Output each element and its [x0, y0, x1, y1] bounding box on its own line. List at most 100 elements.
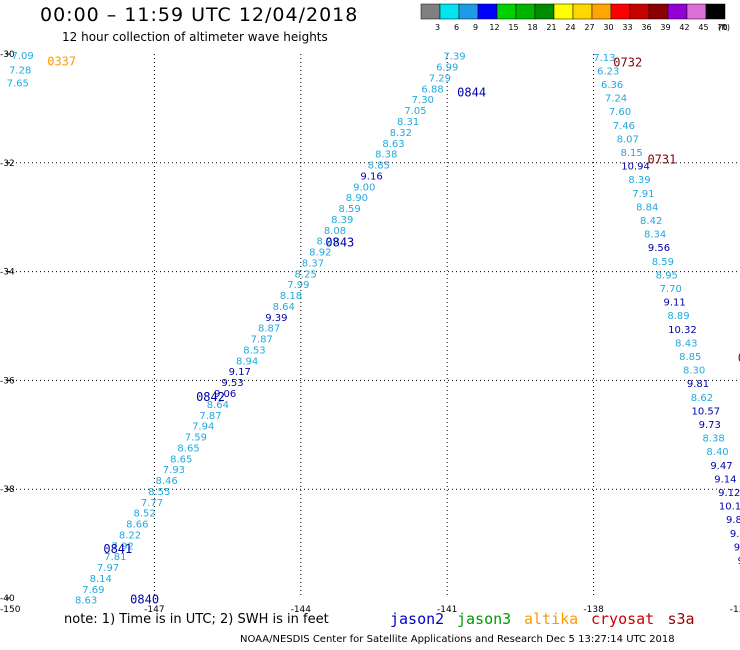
- swh-value-label: 9.80: [730, 529, 740, 540]
- legend-swatch: [591, 3, 612, 20]
- swh-value-label: 7.29: [429, 73, 451, 84]
- legend-swatch: [648, 3, 669, 20]
- legend-swatch: [477, 3, 498, 20]
- swh-value-label: 9.00: [353, 182, 375, 193]
- x-tick-label: -141: [437, 605, 457, 615]
- swh-value-label: 7.13: [593, 53, 615, 64]
- legend-tick-label: 9: [473, 23, 478, 32]
- legend-swatch: [515, 3, 536, 20]
- satellite-legend-s3a: s3a: [668, 610, 695, 628]
- swh-value-label: 9.16: [360, 171, 382, 182]
- footnote: note: 1) Time is in UTC; 2) SWH is in fe…: [64, 612, 329, 627]
- y-tick-label: -36: [0, 376, 15, 386]
- legend-swatch: [420, 3, 441, 20]
- swh-value-label: 8.85: [368, 161, 390, 172]
- swh-value-label: 7.77: [141, 498, 163, 509]
- swh-value-label: 7.24: [605, 94, 627, 105]
- x-corner-label: -150: [0, 605, 21, 615]
- swh-value-label: 8.55: [148, 487, 170, 498]
- pass-time-label: 0841: [103, 542, 132, 556]
- swh-value-label: 7.09: [12, 51, 34, 62]
- swh-value-label: 9.56: [648, 243, 670, 254]
- swh-value-label: 7.30: [412, 95, 434, 106]
- legend-tick-label: 6: [454, 23, 459, 32]
- swh-value-label: 8.30: [683, 366, 705, 377]
- swh-value-label: 9.73: [699, 420, 721, 431]
- swh-value-label: 8.18: [280, 291, 302, 302]
- legend-tick-label: 36: [641, 23, 651, 32]
- legend-swatch: [705, 3, 726, 20]
- swh-value-label: 8.40: [706, 447, 728, 458]
- swh-value-label: 9.60: [738, 556, 740, 567]
- x-tick-label: -138: [583, 605, 604, 615]
- legend-swatch: [667, 3, 688, 20]
- legend-tick-label: 42: [679, 23, 689, 32]
- swh-value-label: 10.94: [621, 162, 650, 173]
- swh-value-label: 9.17: [229, 367, 251, 378]
- swh-value-label: 8.34: [644, 230, 666, 241]
- legend-tick-label: 33: [622, 23, 632, 32]
- swh-value-label: 7.92: [112, 541, 134, 552]
- swh-value-label: 8.89: [667, 311, 689, 322]
- pass-time-label: 0732: [613, 56, 642, 70]
- legend-tick-label: 27: [584, 23, 594, 32]
- swh-value-label: 8.38: [375, 150, 397, 161]
- legend-unit-label: (ft): [718, 23, 730, 32]
- swh-value-label: 8.84: [636, 202, 658, 213]
- swh-value-label: 8.65: [170, 454, 192, 465]
- swh-value-label: 9.39: [265, 313, 287, 324]
- swh-value-label: 8.15: [621, 148, 643, 159]
- swh-value-label: 8.63: [75, 596, 97, 607]
- swh-value-label: 9.06: [214, 389, 236, 400]
- legend-swatch: [496, 3, 517, 20]
- swh-value-label: 8.39: [331, 215, 353, 226]
- pass-time-label: 0840: [130, 593, 159, 607]
- swh-value-label: 8.62: [691, 393, 713, 404]
- legend-tick-label: 70: [717, 23, 727, 32]
- swh-value-label: 7.05: [404, 106, 426, 117]
- pass-time-label: 0731: [647, 152, 676, 166]
- swh-value-label: 8.25: [295, 269, 317, 280]
- legend-swatch: [610, 3, 631, 20]
- swh-value-label: 7.46: [613, 121, 635, 132]
- legend-tick-label: 18: [527, 23, 537, 32]
- swh-value-label: 9.14: [714, 474, 736, 485]
- swh-value-label: 7.87: [251, 335, 273, 346]
- x-tick-label: -147: [144, 605, 164, 615]
- swh-value-label: 8.29: [317, 237, 339, 248]
- legend-swatch: [439, 3, 460, 20]
- swh-value-label: 8.64: [273, 302, 295, 313]
- swh-value-label: 6.88: [421, 84, 443, 95]
- page-subtitle: 12 hour collection of altimeter wave hei…: [62, 30, 328, 44]
- pass-time-label: 0842: [196, 390, 225, 404]
- swh-value-label: 9.47: [710, 461, 732, 472]
- swh-value-label: 6.36: [601, 80, 623, 91]
- y-tick-label: -38: [0, 485, 15, 495]
- swh-value-label: 7.81: [104, 552, 126, 563]
- x-tick-label: -135: [730, 605, 740, 615]
- swh-value-label: 7.91: [632, 189, 654, 200]
- y-tick-label: -32: [0, 159, 15, 169]
- swh-value-label: 7.93: [163, 465, 185, 476]
- swh-value-label: 7.60: [609, 107, 631, 118]
- legend-tick-label: 45: [698, 23, 708, 32]
- swh-value-label: 6.99: [436, 63, 458, 74]
- swh-value-label: 9.56: [734, 542, 740, 553]
- satellite-legend-cryosat: cryosat: [591, 610, 654, 628]
- pass-time-label: 0337: [47, 55, 76, 69]
- swh-value-label: 8.32: [390, 128, 412, 139]
- swh-value-label: 7.99: [287, 280, 309, 291]
- legend-tick-label: 3: [435, 23, 440, 32]
- swh-value-label: 10.14: [719, 502, 740, 513]
- swh-value-label: 7.65: [7, 78, 29, 89]
- swh-value-label: 10.32: [668, 325, 697, 336]
- page-title: 00:00 – 11:59 UTC 12/04/2018: [40, 4, 359, 26]
- swh-value-label: 9.53: [221, 378, 243, 389]
- satellite-legend-altika: altika: [524, 610, 578, 628]
- legend-tick-label: 12: [489, 23, 499, 32]
- swh-value-label: 8.37: [302, 258, 324, 269]
- swh-value-label: 7.69: [82, 585, 104, 596]
- swh-value-label: 8.66: [126, 520, 148, 531]
- swh-value-label: 8.95: [656, 270, 678, 281]
